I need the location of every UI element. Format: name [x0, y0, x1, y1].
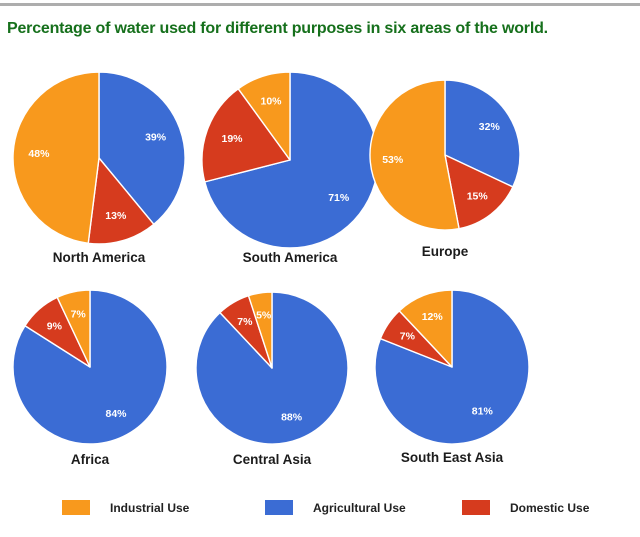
slice-value-label: 48%: [28, 148, 50, 160]
pie-slice-industrial-use: [247, 291, 273, 369]
pie-slice-domestic-use: [87, 157, 155, 245]
pie-slice-industrial-use: [12, 71, 100, 245]
slice-value-label: 53%: [382, 154, 404, 166]
slice-value-label: 32%: [479, 121, 501, 133]
slice-value-label: 12%: [422, 311, 444, 323]
legend-swatch-agricultural-use: [265, 500, 293, 515]
legend-swatch-domestic-use: [462, 500, 490, 515]
slice-value-label: 15%: [467, 191, 489, 203]
pie-chart-europe: 32% 15% 53%: [369, 79, 521, 231]
top-rule: [0, 3, 640, 6]
pie-slice-agricultural-use: [12, 289, 168, 445]
slice-value-label: 88%: [281, 412, 303, 424]
slice-value-label: 5%: [256, 310, 272, 322]
page-title: Percentage of water used for different p…: [7, 20, 548, 37]
legend-label: Domestic Use: [510, 500, 590, 515]
slice-value-label: 10%: [260, 95, 282, 107]
pie-chart-south-america: 71% 19% 10%: [201, 71, 379, 249]
slice-value-label: 13%: [105, 210, 127, 222]
pie-slice-domestic-use: [444, 154, 514, 230]
slice-value-label: 7%: [237, 316, 253, 328]
slice-value-label: 81%: [472, 406, 494, 418]
slice-value-label: 9%: [47, 321, 63, 333]
pie-slice-industrial-use: [369, 79, 460, 231]
pie-slice-agricultural-use: [444, 79, 521, 188]
pie-slice-agricultural-use: [98, 71, 186, 225]
legend-label: Agricultural Use: [313, 500, 406, 515]
pie-caption-south-america: South America: [242, 250, 338, 265]
legend-label: Industrial Use: [110, 500, 190, 515]
pie-caption-central-asia: Central Asia: [232, 452, 312, 467]
slice-value-label: 19%: [221, 133, 243, 145]
pie-slice-agricultural-use: [204, 71, 379, 249]
pie-slice-agricultural-use: [374, 289, 530, 445]
pie-chart-africa: 84% 9% 7%: [12, 289, 168, 445]
pie-slice-industrial-use: [398, 289, 453, 368]
slice-value-label: 71%: [328, 192, 350, 204]
pie-chart-north-america: 39% 13% 48%: [12, 71, 186, 245]
pie-chart-central-asia: 88% 7%5%: [195, 291, 349, 445]
legend-item-industrial-use: Industrial Use: [62, 500, 189, 515]
pie-caption-africa: Africa: [70, 452, 110, 467]
pie-caption-south-east-asia: South East Asia: [400, 450, 504, 465]
slice-value-label: 7%: [400, 331, 416, 343]
legend-swatch-industrial-use: [62, 500, 90, 515]
pie-caption-north-america: North America: [52, 250, 146, 265]
pie-caption-europe: Europe: [421, 244, 469, 259]
legend-item-agricultural-use: Agricultural Use: [265, 500, 406, 515]
pie-slice-industrial-use: [237, 71, 291, 161]
pie-slice-industrial-use: [56, 289, 91, 368]
legend-item-domestic-use: Domestic Use: [462, 500, 589, 515]
slice-value-label: 7%: [71, 308, 87, 320]
pie-chart-south-east-asia: 81% 7% 12%: [374, 289, 530, 445]
slice-value-label: 84%: [105, 408, 127, 420]
pie-slice-domestic-use: [201, 88, 291, 183]
slice-value-label: 39%: [145, 132, 167, 144]
